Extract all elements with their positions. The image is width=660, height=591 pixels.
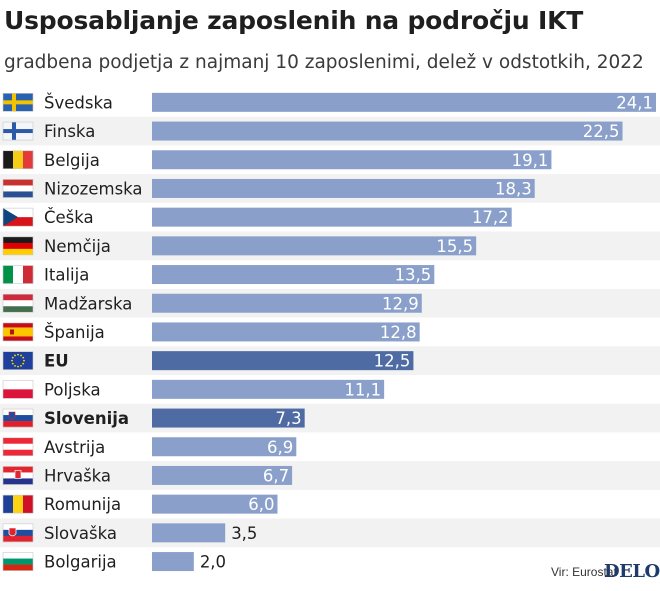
bar-italija xyxy=(152,265,435,285)
category-label-finska: Finska xyxy=(44,122,95,141)
fi-flag-icon xyxy=(2,121,34,141)
bar-row-romunija: Romunija 6,0 xyxy=(2,494,278,514)
source-note: Vir: Eurostat xyxy=(551,565,617,579)
chart-title: Usposabljanje zaposlenih na področju IKT xyxy=(4,6,584,35)
bar-row-nizozemska: Nizozemska 18,3 xyxy=(0,174,660,203)
si-flag-icon xyxy=(2,408,34,428)
category-label-italija: Italija xyxy=(44,266,89,285)
bar-slovenija xyxy=(152,408,305,428)
value-label-romunija: 6,0 xyxy=(248,495,274,514)
category-label-belgija: Belgija xyxy=(44,151,100,170)
bar-poljska xyxy=(152,379,385,399)
eu-flag-icon xyxy=(2,351,34,370)
value-label-slovaska: 3,5 xyxy=(231,524,257,543)
bar-row-madzarska: Madžarska 12,9 xyxy=(0,288,660,318)
bar-row-finska: Finska 22,5 xyxy=(0,116,660,146)
cz-flag-icon xyxy=(2,207,34,227)
se-flag-icon xyxy=(2,93,34,112)
category-label-eu: EU xyxy=(44,352,69,371)
pl-flag-icon xyxy=(2,380,34,399)
category-label-hrvaska: Hrvaška xyxy=(44,466,111,485)
value-label-slovenija: 7,3 xyxy=(275,409,301,428)
bar-row-slovenija: Slovenija 7,3 xyxy=(0,403,660,433)
value-label-bolgarija: 2,0 xyxy=(200,553,226,572)
bg-flag-icon xyxy=(2,552,34,571)
category-label-svedska: Švedska xyxy=(44,93,113,112)
value-label-finska: 22,5 xyxy=(583,122,620,141)
nl-flag-icon xyxy=(2,179,34,198)
hu-flag-icon xyxy=(2,293,34,313)
row-stripe xyxy=(0,403,660,433)
bar-row-avstrija: Avstrija 6,9 xyxy=(2,437,297,457)
row-stripe xyxy=(0,518,660,548)
bar-finska xyxy=(152,121,623,141)
bar-row-belgija: Belgija 19,1 xyxy=(2,150,552,170)
bar-eu xyxy=(152,351,414,371)
at-flag-icon xyxy=(2,437,34,457)
bar-row-poljska: Poljska 11,1 xyxy=(2,379,385,399)
bar-romunija xyxy=(152,494,278,514)
value-label-nemcija: 15,5 xyxy=(436,237,473,256)
bar-row-italija: Italija 13,5 xyxy=(2,265,435,285)
category-label-poljska: Poljska xyxy=(44,380,101,399)
bar-slovaska xyxy=(152,523,226,543)
value-label-eu: 12,5 xyxy=(374,352,411,371)
bar-hrvaska xyxy=(152,465,293,485)
sk-flag-icon xyxy=(2,523,34,543)
category-label-ceska: Češka xyxy=(44,208,94,227)
bar-row-svedska: Švedska 24,1 xyxy=(2,92,656,112)
value-label-madzarska: 12,9 xyxy=(382,294,419,313)
value-label-spanija: 12,8 xyxy=(380,323,417,342)
row-stripe xyxy=(0,461,660,490)
bar-row-eu: EU 12,5 xyxy=(0,346,660,375)
bar-row-slovaska: Slovaška 3,5 xyxy=(0,518,660,548)
hr-flag-icon xyxy=(2,466,34,485)
bar-belgija xyxy=(152,150,552,170)
bar-svedska xyxy=(152,92,656,112)
be-flag-icon xyxy=(2,150,34,170)
bar-nemcija xyxy=(152,236,477,256)
value-label-ceska: 17,2 xyxy=(472,208,509,227)
value-label-avstrija: 6,9 xyxy=(267,438,293,457)
value-label-hrvaska: 6,7 xyxy=(263,466,289,485)
bar-row-bolgarija: Bolgarija 2,0 xyxy=(2,552,226,572)
bar-ceska xyxy=(152,207,512,227)
bar-row-spanija: Španija 12,8 xyxy=(2,322,420,342)
category-label-madzarska: Madžarska xyxy=(44,294,132,313)
value-label-nizozemska: 18,3 xyxy=(495,179,532,198)
value-label-poljska: 11,1 xyxy=(344,380,381,399)
bar-nizozemska xyxy=(152,178,535,198)
de-flag-icon xyxy=(2,236,34,256)
bar-spanija xyxy=(152,322,420,342)
category-label-avstrija: Avstrija xyxy=(44,438,105,457)
value-label-belgija: 19,1 xyxy=(512,151,549,170)
ro-flag-icon xyxy=(2,494,34,514)
category-label-slovaska: Slovaška xyxy=(44,524,117,543)
brand-logo: DELO xyxy=(604,561,660,582)
bar-madzarska xyxy=(152,293,422,313)
bar-bolgarija xyxy=(152,552,194,572)
category-label-nemcija: Nemčija xyxy=(44,237,111,256)
category-label-bolgarija: Bolgarija xyxy=(44,553,117,572)
value-label-italija: 13,5 xyxy=(395,266,432,285)
bar-row-ceska: Češka 17,2 xyxy=(2,207,512,227)
category-label-spanija: Španija xyxy=(44,323,105,342)
es-flag-icon xyxy=(2,322,34,342)
bar-row-hrvaska: Hrvaška 6,7 xyxy=(0,461,660,490)
bar-row-nemcija: Nemčija 15,5 xyxy=(0,231,660,261)
bar-avstrija xyxy=(152,437,297,457)
category-label-nizozemska: Nizozemska xyxy=(44,179,143,198)
category-label-romunija: Romunija xyxy=(44,495,121,514)
value-label-svedska: 24,1 xyxy=(616,93,653,112)
it-flag-icon xyxy=(2,265,34,284)
category-label-slovenija: Slovenija xyxy=(44,409,129,428)
chart-subtitle: gradbena podjetja z najmanj 10 zaposleni… xyxy=(4,52,644,73)
